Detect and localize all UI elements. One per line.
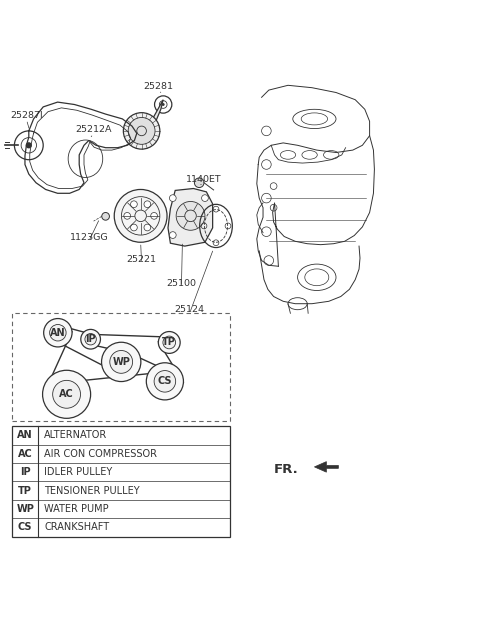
Text: 25124: 25124: [175, 305, 204, 314]
Text: TP: TP: [162, 337, 176, 347]
Text: AIR CON COMPRESSOR: AIR CON COMPRESSOR: [44, 449, 157, 458]
Text: AN: AN: [17, 430, 33, 441]
Circle shape: [102, 212, 109, 220]
Text: AC: AC: [59, 389, 74, 399]
Circle shape: [124, 212, 131, 219]
Circle shape: [144, 224, 151, 231]
Text: WP: WP: [16, 504, 34, 514]
Text: WATER PUMP: WATER PUMP: [44, 504, 109, 514]
Circle shape: [102, 342, 141, 381]
Circle shape: [123, 113, 160, 149]
Circle shape: [169, 232, 176, 238]
Text: AN: AN: [50, 328, 66, 337]
Circle shape: [131, 224, 137, 231]
Polygon shape: [168, 189, 213, 246]
Circle shape: [128, 117, 155, 144]
Circle shape: [162, 103, 165, 106]
Text: WP: WP: [112, 357, 130, 367]
Circle shape: [202, 195, 208, 202]
Text: IP: IP: [20, 467, 31, 477]
Text: CRANKSHAFT: CRANKSHAFT: [44, 523, 109, 532]
Circle shape: [43, 370, 91, 418]
Circle shape: [169, 195, 176, 202]
Circle shape: [163, 336, 176, 349]
Text: CS: CS: [18, 523, 33, 532]
Text: 1140ET: 1140ET: [186, 175, 222, 184]
Text: AC: AC: [18, 449, 33, 458]
Circle shape: [144, 201, 151, 207]
Bar: [12, 426, 230, 537]
Polygon shape: [137, 100, 163, 138]
Text: 25100: 25100: [167, 278, 196, 288]
Text: IDLER PULLEY: IDLER PULLEY: [44, 467, 112, 477]
Polygon shape: [314, 462, 338, 472]
Circle shape: [85, 334, 96, 345]
Text: TENSIONER PULLEY: TENSIONER PULLEY: [44, 486, 140, 495]
Text: 25212A: 25212A: [75, 125, 112, 135]
Text: ALTERNATOR: ALTERNATOR: [44, 430, 108, 441]
Circle shape: [114, 189, 167, 242]
Circle shape: [44, 318, 72, 347]
Circle shape: [49, 325, 66, 341]
Circle shape: [26, 143, 31, 147]
Circle shape: [194, 178, 204, 188]
Circle shape: [81, 329, 100, 349]
Text: FR.: FR.: [274, 463, 299, 476]
Circle shape: [151, 212, 157, 219]
Circle shape: [131, 201, 137, 207]
Circle shape: [176, 202, 205, 230]
Text: 1123GG: 1123GG: [70, 233, 108, 242]
Bar: [12, 313, 230, 421]
Text: 25221: 25221: [127, 255, 156, 264]
Circle shape: [53, 380, 81, 408]
Text: 25281: 25281: [144, 82, 173, 91]
Circle shape: [110, 350, 132, 373]
Circle shape: [146, 363, 183, 400]
Text: 25287I: 25287I: [10, 111, 43, 120]
Circle shape: [154, 371, 176, 392]
Text: CS: CS: [157, 376, 172, 386]
Circle shape: [158, 331, 180, 354]
Text: TP: TP: [18, 486, 32, 495]
Text: IP: IP: [85, 334, 96, 344]
